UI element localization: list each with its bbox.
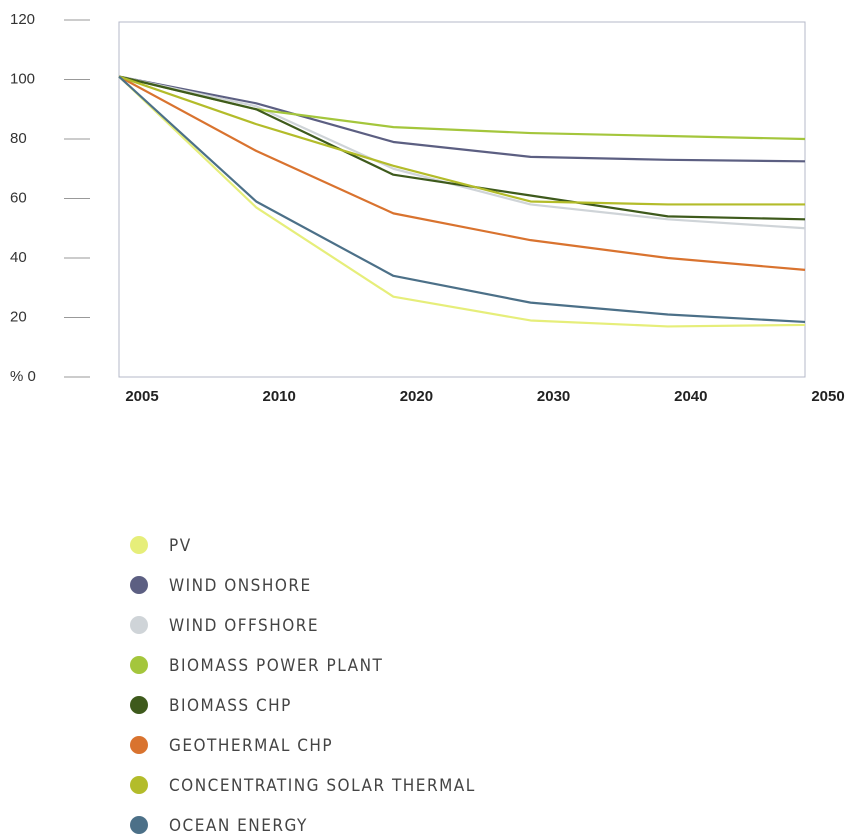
legend-label: BIOMASS CHP bbox=[169, 696, 292, 716]
y-tick-label: 40 bbox=[10, 249, 27, 266]
y-tick-label: % 0 bbox=[10, 368, 36, 385]
series-line bbox=[118, 75, 806, 230]
y-tick-label: 120 bbox=[10, 11, 35, 28]
series-line bbox=[118, 75, 806, 324]
legend-swatch bbox=[130, 616, 148, 634]
plot-frame bbox=[118, 21, 806, 378]
legend-label: WIND ONSHORE bbox=[169, 576, 312, 596]
y-tick-label: 20 bbox=[10, 308, 27, 325]
legend-swatch bbox=[130, 776, 148, 794]
series-line bbox=[118, 75, 806, 221]
series-line bbox=[118, 75, 806, 271]
legend-swatch bbox=[130, 656, 148, 674]
y-tick-label: 100 bbox=[10, 70, 35, 87]
legend-label: GEOTHERMAL CHP bbox=[169, 736, 333, 756]
legend-label: OCEAN ENERGY bbox=[169, 816, 308, 836]
series-line bbox=[118, 75, 805, 206]
y-tick-label: 60 bbox=[10, 189, 27, 206]
series-line bbox=[118, 75, 806, 163]
legend-swatch bbox=[130, 696, 148, 714]
legend-swatch bbox=[130, 576, 148, 594]
legend-label: PV bbox=[169, 536, 192, 556]
legend-label: BIOMASS POWER PLANT bbox=[169, 656, 383, 676]
series-line bbox=[118, 75, 806, 141]
legend-label: CONCENTRATING SOLAR THERMAL bbox=[169, 776, 476, 796]
x-tick-label: 2005 bbox=[125, 388, 158, 405]
legend-swatch bbox=[130, 536, 148, 554]
legend-label: WIND OFFSHORE bbox=[169, 616, 319, 636]
legend-swatch bbox=[130, 736, 148, 754]
x-tick-label: 2030 bbox=[537, 388, 570, 405]
x-tick-label: 2050 bbox=[811, 388, 844, 405]
x-tick-label: 2040 bbox=[674, 388, 707, 405]
series-line bbox=[118, 75, 806, 328]
x-tick-label: 2020 bbox=[400, 388, 433, 405]
legend-swatch bbox=[130, 816, 148, 834]
x-tick-label: 2010 bbox=[263, 388, 296, 405]
y-tick-label: 80 bbox=[10, 130, 27, 147]
